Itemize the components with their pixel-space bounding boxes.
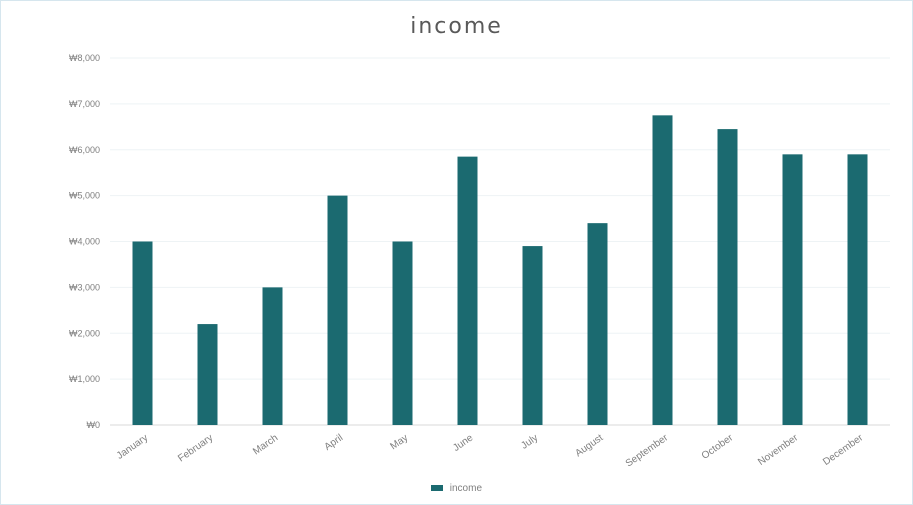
y-tick-label: ₩7,000 xyxy=(69,99,100,109)
bars xyxy=(133,115,868,425)
y-tick-label: ₩2,000 xyxy=(69,328,100,338)
x-tick-label: January xyxy=(115,432,150,461)
bar-may xyxy=(393,242,413,426)
bar-january xyxy=(133,242,153,426)
y-tick-label: ₩6,000 xyxy=(69,145,100,155)
y-tick-label: ₩5,000 xyxy=(69,191,100,201)
bar-february xyxy=(198,324,218,425)
legend-label: income xyxy=(450,483,482,494)
x-axis-tick-labels: January February March April May June July Augu… xyxy=(115,432,866,469)
bar-june xyxy=(458,157,478,425)
bar-august xyxy=(588,223,608,425)
x-tick-label: March xyxy=(251,432,280,457)
x-tick-label: November xyxy=(756,432,801,468)
x-tick-label: May xyxy=(388,432,410,452)
y-tick-label: ₩0 xyxy=(87,420,101,430)
bar-november xyxy=(783,154,803,425)
x-tick-label: June xyxy=(451,432,475,454)
y-tick-label: ₩3,000 xyxy=(69,282,100,292)
x-tick-label: August xyxy=(573,432,605,459)
x-tick-label: April xyxy=(323,432,346,452)
bar-december xyxy=(848,154,868,425)
x-tick-label: December xyxy=(821,432,866,468)
y-tick-label: ₩4,000 xyxy=(69,237,100,247)
x-tick-label: September xyxy=(624,432,671,469)
y-tick-label: ₩8,000 xyxy=(69,53,100,63)
bar-september xyxy=(653,115,673,425)
legend: income xyxy=(0,483,913,494)
x-tick-label: February xyxy=(176,432,215,464)
x-tick-label: July xyxy=(519,432,540,451)
bar-october xyxy=(718,129,738,425)
bar-july xyxy=(523,246,543,425)
x-tick-label: October xyxy=(700,432,736,462)
y-axis-tick-labels: ₩0 ₩1,000 ₩2,000 ₩3,000 ₩4,000 ₩5,000 ₩6,000 ₩7… xyxy=(69,53,100,430)
bar-april xyxy=(328,196,348,425)
legend-swatch xyxy=(431,485,443,491)
bar-march xyxy=(263,287,283,425)
gridlines xyxy=(110,58,890,425)
y-tick-label: ₩1,000 xyxy=(69,374,100,384)
